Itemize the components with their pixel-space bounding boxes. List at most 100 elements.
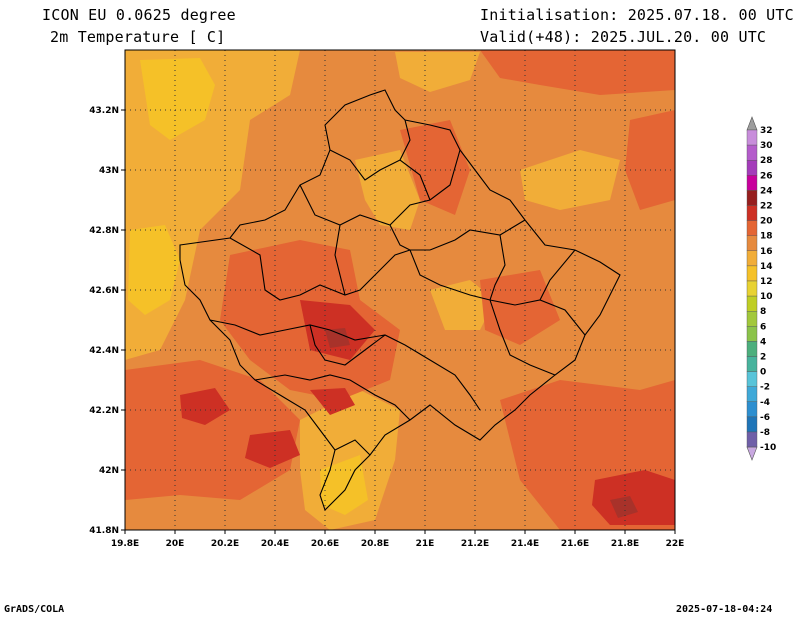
field-hot-ne2 <box>400 120 470 215</box>
district-border-3 <box>334 224 346 296</box>
colorbar-label: -4 <box>760 398 770 408</box>
lon-axis: 19.8E 20E 20.2E 20.4E 20.6E 20.8E 21E 21.2E 21.4… <box>111 530 685 549</box>
init-time: Initialisation: 2025.07.18. 00 UTC <box>480 6 794 24</box>
colorbar-swatch <box>746 295 758 312</box>
colorbar-swatch <box>746 159 758 176</box>
field-hotter-5 <box>310 388 355 415</box>
colorbar-label: 22 <box>760 202 773 212</box>
district-border-10 <box>399 119 411 161</box>
district-border-8 <box>489 234 506 301</box>
colorbar-swatch <box>746 175 758 191</box>
colorbar-swatch <box>746 326 758 342</box>
lat-tick-label: 42N <box>99 466 119 476</box>
colorbar-swatch <box>746 311 758 327</box>
colorbar-swatch <box>746 386 758 403</box>
lon-tick-label: 22E <box>666 539 685 549</box>
field-hotter-2 <box>180 388 230 425</box>
field-warm-east <box>520 150 620 210</box>
colorbar-label: -8 <box>760 428 770 438</box>
colorbar-swatch <box>746 356 758 372</box>
field-hotter-4 <box>592 470 675 525</box>
colorbar-label: -2 <box>760 383 770 393</box>
field-hotter-3 <box>245 430 300 468</box>
colorbar-swatch <box>746 250 758 267</box>
colorbar-arrow-top <box>746 116 758 131</box>
admin-borders <box>179 89 621 512</box>
colorbar-swatch <box>746 371 758 387</box>
colorbar-label: 18 <box>760 232 773 242</box>
colorbar-arrow-bottom <box>746 446 758 461</box>
country-outline <box>179 89 621 512</box>
district-border-2 <box>229 237 430 301</box>
colorbar-label: 28 <box>760 156 773 166</box>
district-border-5 <box>209 319 481 411</box>
colorbar-swatch <box>746 144 758 161</box>
lat-tick-label: 42.2N <box>89 406 119 416</box>
district-border-12 <box>309 324 386 366</box>
colorbar-label: 6 <box>760 322 766 332</box>
lon-tick-label: 20E <box>166 539 185 549</box>
lat-tick-label: 41.8N <box>89 526 119 536</box>
district-border-6 <box>254 374 411 421</box>
colorbar-label: 12 <box>760 277 773 287</box>
colorbar-swatch <box>746 129 758 146</box>
colorbar-label: 26 <box>760 171 773 181</box>
colorbar-swatch <box>746 265 758 282</box>
field-warm-nw <box>140 58 215 140</box>
lat-tick-label: 42.6N <box>89 286 119 296</box>
colorbar-label: 8 <box>760 307 766 317</box>
lon-tick-label: 21.2E <box>461 539 489 549</box>
colorbar-label: 2 <box>760 353 766 363</box>
colorbar-label: 20 <box>760 217 773 227</box>
lat-tick-label: 42.8N <box>89 226 119 236</box>
colorbar-label: 24 <box>760 186 773 196</box>
lat-tick-label: 42.4N <box>89 346 119 356</box>
footer-credit: GrADS/COLA <box>4 604 65 615</box>
lat-tick-label: 43.2N <box>89 106 119 116</box>
colorbar-label: -6 <box>760 413 770 423</box>
lon-tick-label: 19.8E <box>111 539 139 549</box>
district-border-13 <box>334 439 371 456</box>
colorbar-swatch <box>746 190 758 206</box>
colorbar-label: 32 <box>760 126 773 136</box>
colorbar-swatch <box>746 341 758 357</box>
colorbar-swatch <box>746 401 758 418</box>
field-hot-sw <box>125 360 300 500</box>
colorbar-swatch <box>746 235 758 251</box>
field-warm-north <box>395 52 480 92</box>
colorbar-label: 14 <box>760 262 773 272</box>
colorbar-swatch <box>746 205 758 221</box>
colorbar-label: -10 <box>760 443 776 453</box>
field-hot-ne <box>480 50 675 95</box>
model-title: ICON EU 0.0625 degree <box>42 6 236 24</box>
colorbar-swatch <box>746 280 758 297</box>
colorbar-label: 10 <box>760 292 773 302</box>
district-border-11 <box>489 299 556 376</box>
colorbar-label: 4 <box>760 337 766 347</box>
valid-time: Valid(+48): 2025.JUL.20. 00 UTC <box>480 28 767 46</box>
footer-timestamp: 2025-07-18-04:24 <box>676 604 773 615</box>
district-border-4 <box>389 224 586 336</box>
lon-tick-label: 21E <box>416 539 435 549</box>
lon-tick-label: 20.4E <box>261 539 289 549</box>
field-warm-center <box>430 280 495 330</box>
lon-tick-label: 20.8E <box>361 539 389 549</box>
colorbar-swatch <box>746 431 758 448</box>
lon-tick-label: 21.8E <box>611 539 639 549</box>
field-warm-neck <box>355 150 420 230</box>
district-border-9 <box>329 149 431 201</box>
district-border-7 <box>429 219 526 251</box>
colorbar-label: 0 <box>760 368 766 378</box>
colorbar-swatch <box>746 416 758 433</box>
lat-tick-label: 43N <box>99 166 119 176</box>
field-hottest-2 <box>325 328 350 348</box>
field-warm-west2 <box>128 225 180 315</box>
field-hot-east <box>625 110 675 210</box>
lat-axis: 43.2N 43N 42.8N 42.6N 42.4N 42.2N 42N 41.8N <box>89 106 125 536</box>
colorbar-label: 16 <box>760 247 773 257</box>
colorbar-label: 30 <box>760 141 773 151</box>
lon-tick-label: 21.4E <box>511 539 539 549</box>
lon-tick-label: 20.6E <box>311 539 339 549</box>
lon-tick-label: 21.6E <box>561 539 589 549</box>
